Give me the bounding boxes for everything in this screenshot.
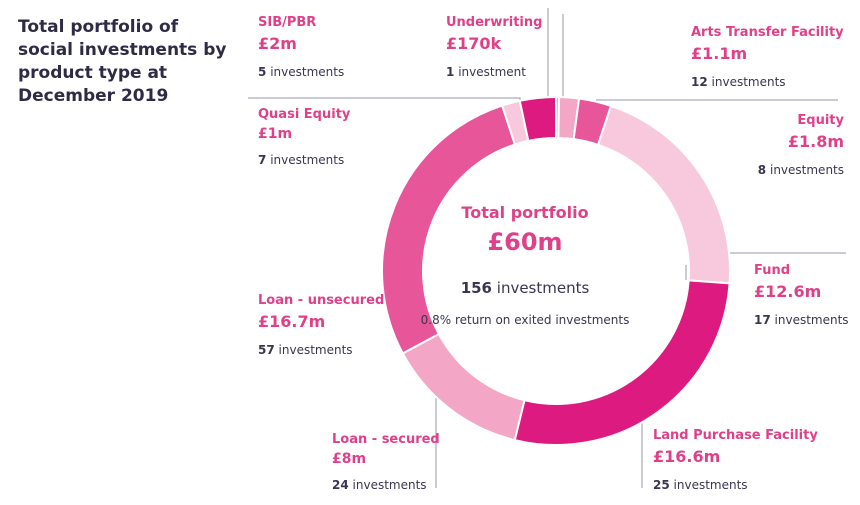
label-land-purchase-facility: Land Purchase Facility £16.6m 25 investm… — [653, 427, 818, 493]
slice-count: 12 investments — [691, 74, 844, 90]
label-loan-secured: Loan - secured £8m 24 investments — [332, 431, 440, 493]
label-equity: Equity £1.8m 8 investments — [758, 112, 844, 178]
slice-count: 57 investments — [258, 342, 384, 358]
slice-count-number: 17 — [754, 313, 771, 327]
slice-amount: £16.6m — [653, 447, 721, 466]
label-quasi-equity: Quasi Equity £1m 7 investments — [258, 106, 350, 168]
center-count-number: 156 — [460, 279, 492, 297]
slice-count-label: investments — [278, 343, 353, 357]
slice-name: Quasi Equity — [258, 107, 351, 122]
slice-name: Land Purchase Facility — [653, 428, 818, 443]
slice-amount: £1m — [258, 126, 293, 142]
label-underwriting: Underwriting £170k 1 investment — [446, 14, 542, 80]
center-title: Total portfolio — [461, 203, 589, 222]
donut-slice-loan-secured — [401, 332, 526, 442]
slice-name: Loan - secured — [332, 432, 440, 447]
slice-count: 17 investments — [754, 312, 849, 328]
slice-amount: £170k — [446, 34, 502, 53]
slice-count-number: 24 — [332, 478, 349, 492]
leader-lines — [248, 8, 846, 488]
slice-count: 5 investments — [258, 64, 344, 80]
slice-count-label: investments — [270, 153, 345, 167]
slice-count: 7 investments — [258, 152, 350, 168]
slice-count-number: 1 — [446, 65, 455, 79]
slice-count: 1 investment — [446, 64, 542, 80]
center-count: 156 investments — [430, 279, 620, 297]
slice-amount: £12.6m — [754, 282, 822, 301]
center-amount: £60m — [487, 228, 563, 256]
slice-name: Underwriting — [446, 15, 543, 30]
slice-count-number: 5 — [258, 65, 267, 79]
slice-count-label: investment — [458, 65, 526, 79]
donut-slices — [381, 95, 731, 446]
slice-name: Loan - unsecured — [258, 293, 385, 308]
slice-amount: £8m — [332, 451, 367, 467]
slice-count: 24 investments — [332, 477, 440, 493]
slice-count: 25 investments — [653, 477, 818, 493]
slice-count-number: 7 — [258, 153, 267, 167]
label-fund: Fund £12.6m 17 investments — [754, 262, 849, 328]
chart-title: Total portfolio of social investments by… — [18, 17, 227, 106]
slice-count-number: 57 — [258, 343, 275, 357]
slice-name: Arts Transfer Facility — [691, 25, 844, 40]
label-arts-transfer-facility: Arts Transfer Facility £1.1m 12 investme… — [691, 24, 844, 90]
slice-count-label: investments — [774, 313, 849, 327]
donut-slice-fund — [596, 104, 731, 285]
slice-amount: £2m — [258, 34, 297, 53]
slice-count: 8 investments — [758, 162, 844, 178]
slice-count-label: investments — [352, 478, 427, 492]
slice-count-label: investments — [673, 478, 748, 492]
label-sib-pbr: SIB/PBR £2m 5 investments — [258, 14, 344, 80]
label-loan-unsecured: Loan - unsecured £16.7m 57 investments — [258, 292, 384, 358]
slice-count-number: 12 — [691, 75, 708, 89]
slice-name: Equity — [797, 113, 844, 128]
center-count-label: investments — [496, 279, 590, 297]
slice-amount: £16.7m — [258, 312, 326, 331]
slice-count-number: 8 — [757, 163, 767, 177]
slice-count-number: 25 — [653, 478, 670, 492]
donut-slice-sib-pbr — [518, 95, 557, 143]
slice-count-label: investments — [769, 163, 844, 177]
slice-count-label: investments — [711, 75, 786, 89]
slice-count-label: investments — [270, 65, 345, 79]
slice-amount: £1.8m — [787, 132, 844, 151]
slice-amount: £1.1m — [691, 44, 748, 63]
slice-name: SIB/PBR — [258, 15, 317, 30]
slice-name: Fund — [754, 263, 791, 278]
donut-slice-land-purchase-facility — [513, 279, 731, 446]
center-return: 0.8% return on exited investments — [420, 313, 630, 327]
